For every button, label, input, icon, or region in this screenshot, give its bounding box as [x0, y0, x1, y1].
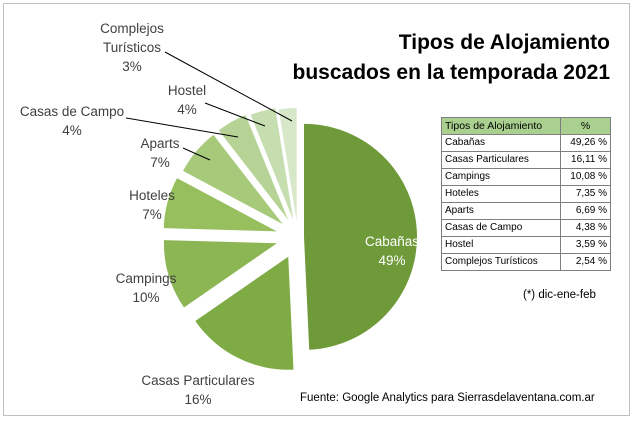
- data-label-line: Casas de Campo: [20, 104, 124, 119]
- table-cell-pct: 49,26 %: [560, 134, 611, 152]
- data-label-line: Turísticos: [103, 40, 161, 55]
- table-row: Hoteles 7,35 %: [440, 185, 611, 203]
- title-line-2: buscados en la temporada 2021: [292, 61, 610, 84]
- table-cell-type: Hostel: [440, 236, 562, 254]
- slice-data-label: Campings 10%: [116, 271, 177, 305]
- table-header-row: Tipos de Alojamiento %: [440, 117, 611, 135]
- slice-data-label: Complejos Turísticos 3%: [100, 21, 164, 74]
- pie-slice: [278, 108, 297, 222]
- table-cell-pct: 4,38 %: [560, 219, 611, 237]
- slice-data-label: Casas Particulares 16%: [141, 373, 255, 407]
- leader-line: [164, 51, 293, 122]
- data-label-line: 10%: [132, 290, 159, 305]
- data-label-line: 49%: [378, 253, 405, 268]
- data-table: Tipos de Alojamiento % Cabañas 49,26 % Cas…: [440, 117, 611, 271]
- table-row: Cabañas 49,26 %: [440, 134, 611, 152]
- chart-title: Tipos de Alojamiento buscados en la temp…: [250, 28, 610, 88]
- data-label-line: Aparts: [140, 136, 179, 151]
- table-cell-pct: 6,69 %: [560, 202, 611, 220]
- table-row: Aparts 6,69 %: [440, 202, 611, 220]
- data-label-line: 4%: [177, 102, 197, 117]
- table-cell-type: Campings: [440, 168, 562, 186]
- data-label-line: 3%: [122, 59, 142, 74]
- data-label-line: Hoteles: [129, 188, 175, 203]
- source-text: Fuente: Google Analytics para Sierrasdel…: [300, 392, 595, 404]
- table-row: Campings 10,08 %: [440, 168, 611, 186]
- slice-data-label: Casas de Campo 4%: [20, 104, 124, 138]
- table-cell-pct: 2,54 %: [560, 253, 611, 271]
- title-line-1: Tipos de Alojamiento: [398, 31, 610, 54]
- data-label-line: 7%: [142, 207, 162, 222]
- slice-data-label: Aparts 7%: [140, 136, 179, 170]
- data-label-line: Cabañas: [365, 234, 419, 249]
- table-row: Casas de Campo 4,38 %: [440, 219, 611, 237]
- data-label-line: 7%: [150, 155, 170, 170]
- slice-data-label: Hoteles 7%: [129, 188, 175, 222]
- table-cell-type: Complejos Turísticos: [440, 253, 562, 271]
- pie-slice: [303, 123, 417, 350]
- pie-slice: [250, 108, 294, 220]
- table-header-pct: %: [560, 117, 611, 135]
- leader-line: [182, 147, 211, 161]
- slice-data-label: Cabañas 49%: [365, 234, 419, 268]
- table-row: Hostel 3,59 %: [440, 236, 611, 254]
- leader-line: [125, 117, 239, 138]
- table-cell-type: Casas de Campo: [440, 219, 562, 237]
- data-label-line: Complejos: [100, 21, 164, 36]
- table-cell-pct: 16,11 %: [560, 151, 611, 169]
- pie-slice: [163, 240, 277, 308]
- table-row: Casas Particulares 16,11 %: [440, 151, 611, 169]
- pie-slice: [195, 256, 294, 370]
- table-header-type: Tipos de Alojamiento: [440, 117, 562, 135]
- data-label-line: Casas Particulares: [141, 373, 255, 388]
- table-row: Complejos Turísticos 2,54 %: [440, 253, 611, 271]
- table-cell-type: Aparts: [440, 202, 562, 220]
- data-label-line: Campings: [116, 271, 177, 286]
- data-label-line: 16%: [184, 392, 211, 407]
- pie-slice: [183, 134, 283, 225]
- period-note: (*) dic-ene-feb: [523, 289, 596, 301]
- table-cell-type: Hoteles: [440, 185, 562, 203]
- data-label-line: Hostel: [168, 83, 206, 98]
- pie-slice: [218, 114, 289, 220]
- leader-line: [204, 102, 266, 127]
- data-label-line: 4%: [62, 123, 82, 138]
- pie-slice: [163, 178, 277, 232]
- table-cell-pct: 3,59 %: [560, 236, 611, 254]
- table-cell-type: Casas Particulares: [440, 151, 562, 169]
- table-cell-pct: 7,35 %: [560, 185, 611, 203]
- table-cell-type: Cabañas: [440, 134, 562, 152]
- table-cell-pct: 10,08 %: [560, 168, 611, 186]
- slice-data-label: Hostel 4%: [168, 83, 206, 117]
